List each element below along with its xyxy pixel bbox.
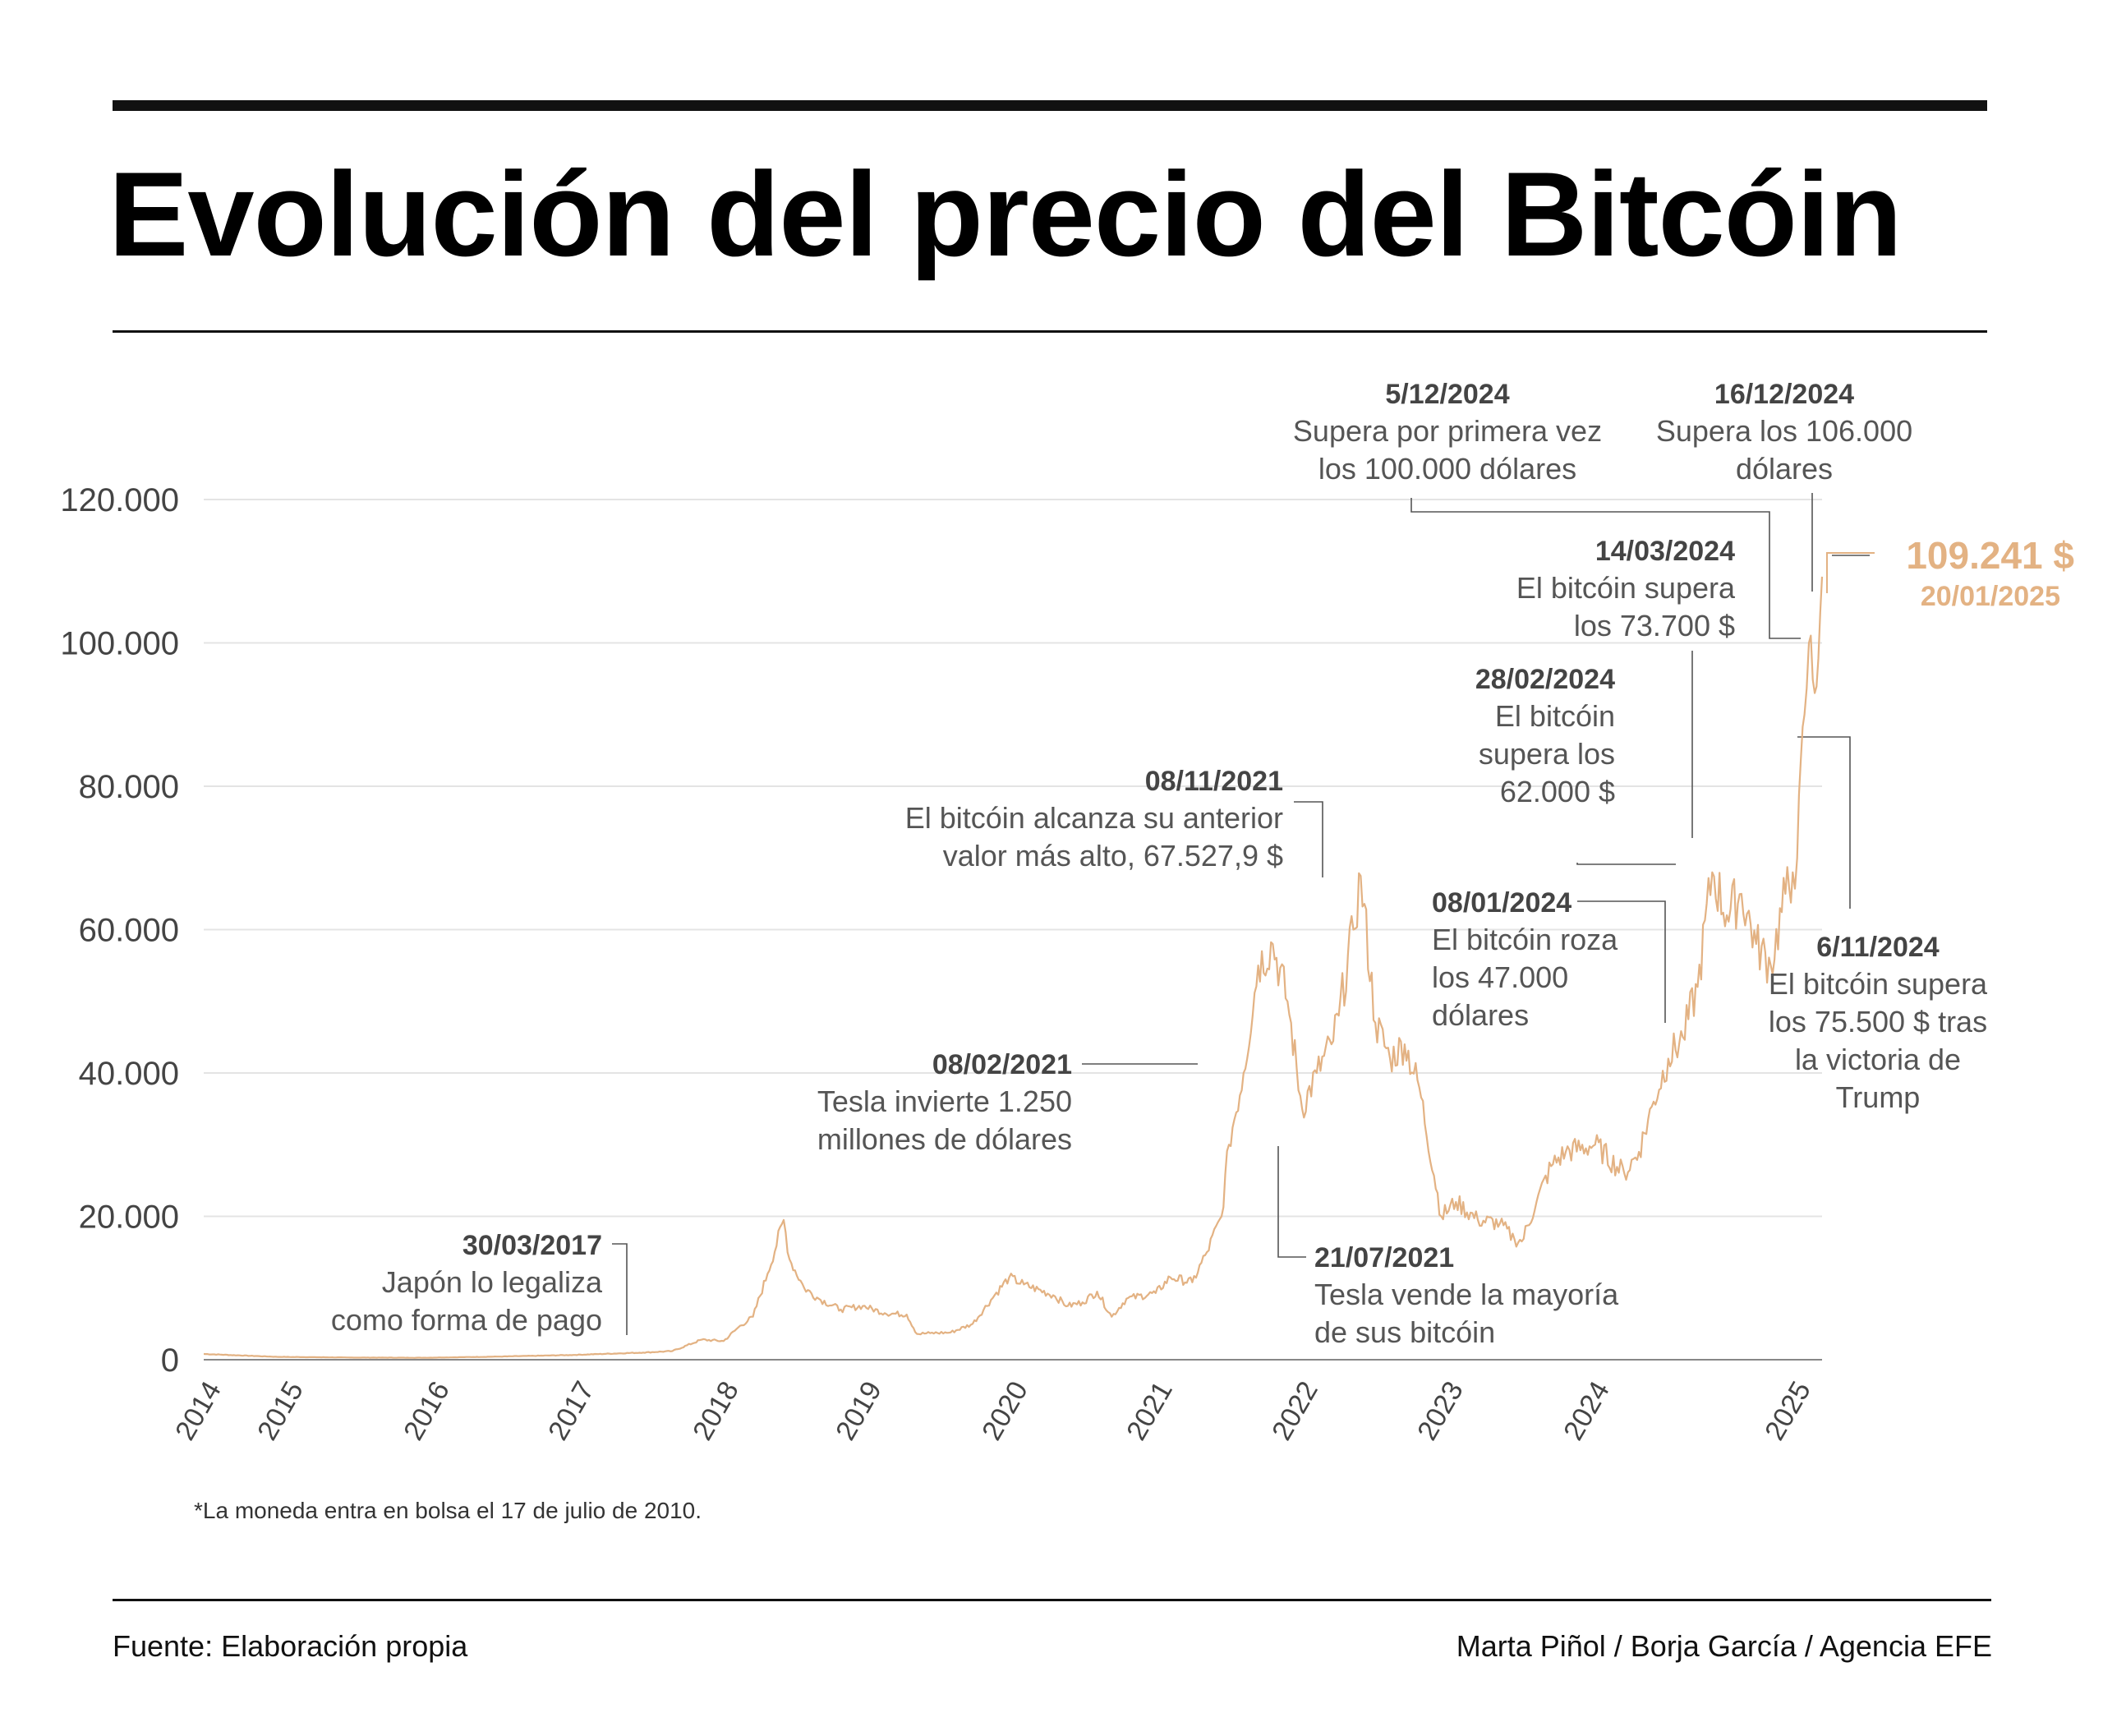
y-axis-ticks: 0 20.000 40.000 60.000 80.000 100.000 120.000	[60, 482, 179, 1379]
annotation-text: Supera los 106.000	[1656, 414, 1912, 448]
grid-lines	[204, 499, 1822, 1218]
y-tick-label: 60.000	[79, 913, 179, 949]
annotation-text: Tesla invierte 1.250	[817, 1084, 1072, 1118]
top-rule	[113, 100, 1987, 111]
annotation-text: los 75.500 $ tras	[1769, 1005, 1987, 1038]
annotation-text: los 100.000 dólares	[1318, 452, 1576, 486]
annotation-text: El bitcóin	[1495, 699, 1615, 733]
y-tick-label: 40.000	[79, 1056, 179, 1092]
annotation-text: de sus bitcóin	[1314, 1315, 1495, 1349]
annotation-date: 08/02/2021	[932, 1049, 1072, 1080]
final-value-label: 109.241 $ 20/01/2025	[1906, 534, 2074, 612]
annotation-date: 30/03/2017	[462, 1230, 602, 1261]
annotation-leader	[1277, 1146, 1306, 1258]
annotation-leader	[1410, 498, 1801, 639]
annotation-text: valor más alto, 67.527,9 $	[943, 839, 1283, 873]
annotation-text: los 47.000	[1432, 960, 1568, 994]
bottom-rule	[113, 1599, 1991, 1601]
annotation-leader	[1577, 900, 1666, 1023]
y-tick-label: 120.000	[60, 482, 179, 518]
final-value: 109.241 $	[1906, 534, 2074, 577]
price-series-line	[203, 576, 1824, 1359]
x-tick-label: 2021	[1121, 1376, 1179, 1446]
credits-note: Marta Piñol / Borja García / Agencia EFE	[1456, 1629, 1992, 1663]
annotation-date: 14/03/2024	[1595, 536, 1735, 567]
annotation-6: 14/03/2024 El bitcóin supera los 73.700 $	[1516, 536, 1736, 642]
annotation-text: dólares	[1432, 998, 1529, 1032]
annotation-text: Supera por primera vez	[1293, 414, 1602, 448]
annotation-text: como forma de pago	[331, 1303, 602, 1337]
x-tick-label: 2024	[1558, 1376, 1616, 1446]
annotation-text: Japón lo legaliza	[382, 1265, 603, 1299]
x-axis-ticks: 2014 2015 2016 2017 2018 2019 2020 2021 2022 2023…	[169, 1376, 1817, 1446]
annotation-8: 16/12/2024 Supera los 106.000 dólares	[1656, 379, 1912, 486]
bitcoin-price-chart: 020.00040.00060.00080.000100.000120.000 …	[60, 379, 2074, 1446]
annotation-leader	[1576, 863, 1676, 865]
y-tick-label: 20.000	[79, 1200, 179, 1236]
annotation-date: 6/11/2024	[1816, 932, 1939, 963]
annotation-date: 16/12/2024	[1714, 379, 1854, 410]
x-tick-label: 2019	[830, 1376, 888, 1446]
annotation-text: millones de dólares	[817, 1122, 1072, 1156]
annotation-0: 30/03/2017 Japón lo legaliza como forma de…	[331, 1230, 603, 1337]
y-tick-label: 80.000	[79, 769, 179, 805]
final-value-leader	[1826, 552, 1875, 593]
annotation-date: 28/02/2024	[1475, 664, 1615, 695]
annotation-7: 5/12/2024 Supera por primera vez los 100.0…	[1293, 379, 1602, 486]
annotation-text: El bitcóin supera	[1769, 967, 1988, 1001]
annotation-date: 21/07/2021	[1314, 1242, 1454, 1273]
annotation-leaders	[612, 493, 1875, 1335]
annotation-text: El bitcóin alcanza su anterior	[905, 801, 1283, 835]
annotations: 30/03/2017 Japón lo legaliza como forma de…	[331, 379, 1988, 1349]
annotation-date: 08/11/2021	[1145, 766, 1283, 797]
y-tick-label: 100.000	[60, 626, 179, 662]
x-tick-label: 2025	[1759, 1376, 1817, 1446]
title-divider	[113, 330, 1987, 333]
annotation-text: la victoria de	[1795, 1043, 1961, 1076]
annotation-5: 28/02/2024 El bitcóin supera los 62.000 $	[1475, 664, 1615, 808]
annotation-text: los 73.700 $	[1574, 609, 1735, 642]
x-tick-label: 2022	[1266, 1376, 1324, 1446]
annotation-text: 62.000 $	[1500, 775, 1615, 808]
y-tick-label: 0	[161, 1342, 179, 1379]
x-tick-label: 2023	[1411, 1376, 1470, 1446]
annotation-2: 21/07/2021 Tesla vende la mayoría de sus b…	[1314, 1242, 1619, 1349]
annotation-3: 08/11/2021 El bitcóin alcanza su anterior…	[905, 766, 1283, 873]
x-tick-label: 2015	[251, 1376, 310, 1446]
annotation-text: El bitcóin roza	[1432, 923, 1618, 956]
annotation-leader	[612, 1243, 628, 1335]
x-tick-label: 2017	[542, 1376, 601, 1446]
annotation-text: Trump	[1836, 1080, 1921, 1114]
annotation-text: supera los	[1479, 737, 1615, 771]
annotation-leader	[1797, 736, 1851, 909]
annotation-text: dólares	[1736, 452, 1833, 486]
x-tick-label: 2016	[398, 1376, 456, 1446]
final-date: 20/01/2025	[1921, 581, 2060, 612]
annotation-text: El bitcóin supera	[1516, 571, 1736, 605]
annotation-4: 08/01/2024 El bitcóin roza los 47.000 dólar…	[1432, 887, 1618, 1032]
annotation-date: 08/01/2024	[1432, 887, 1571, 919]
source-note: Fuente: Elaboración propia	[113, 1629, 468, 1663]
annotation-1: 08/02/2021 Tesla invierte 1.250 millones d…	[817, 1049, 1072, 1156]
annotation-date: 5/12/2024	[1385, 379, 1509, 410]
x-tick-label: 2020	[976, 1376, 1034, 1446]
page-title: Evolución del precio del Bitcóin	[108, 147, 1903, 281]
annotation-text: Tesla vende la mayoría	[1314, 1278, 1619, 1311]
x-tick-label: 2014	[169, 1376, 228, 1446]
footnote: *La moneda entra en bolsa el 17 de julio…	[194, 1498, 702, 1523]
x-tick-label: 2018	[687, 1376, 745, 1446]
annotation-leader	[1294, 801, 1323, 877]
annotation-9: 6/11/2024 El bitcóin supera los 75.500 $ t…	[1769, 932, 1988, 1114]
